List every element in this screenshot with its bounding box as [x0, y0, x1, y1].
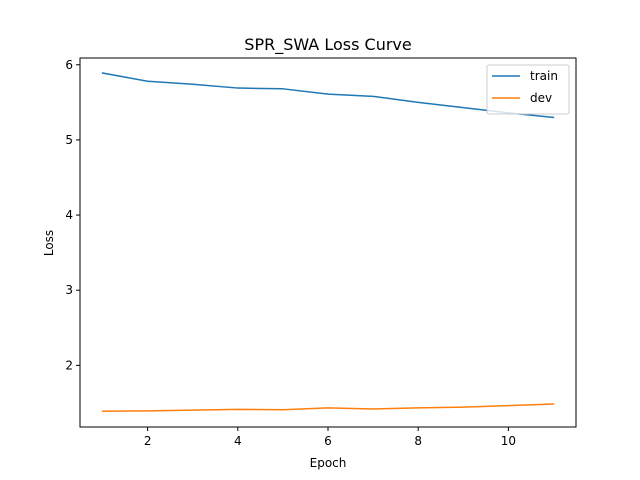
x-tick-label: 2: [144, 434, 152, 448]
y-axis-label: Loss: [42, 230, 56, 256]
series-line-train: [101, 72, 555, 119]
y-tick-label: 3: [65, 283, 73, 297]
x-tick-label: 10: [501, 434, 516, 448]
legend: train dev: [486, 64, 570, 115]
legend-label-train: train: [530, 69, 558, 83]
x-tick-label: 6: [324, 434, 332, 448]
x-tick-label: 8: [414, 434, 422, 448]
y-tick-label: 2: [65, 358, 73, 372]
x-axis: 2 4 6 8 10: [144, 427, 516, 448]
legend-box: [486, 64, 570, 115]
legend-label-dev: dev: [530, 91, 552, 105]
chart-title: SPR_SWA Loss Curve: [244, 35, 411, 55]
x-tick-label: 4: [234, 434, 242, 448]
y-tick-label: 6: [65, 58, 73, 72]
y-tick-label: 4: [65, 208, 73, 222]
x-axis-label: Epoch: [310, 456, 347, 470]
series-line-dev: [101, 403, 555, 412]
y-tick-label: 5: [65, 133, 73, 147]
y-axis: 2 3 4 5 6: [65, 58, 80, 372]
plot-area: [101, 72, 555, 412]
